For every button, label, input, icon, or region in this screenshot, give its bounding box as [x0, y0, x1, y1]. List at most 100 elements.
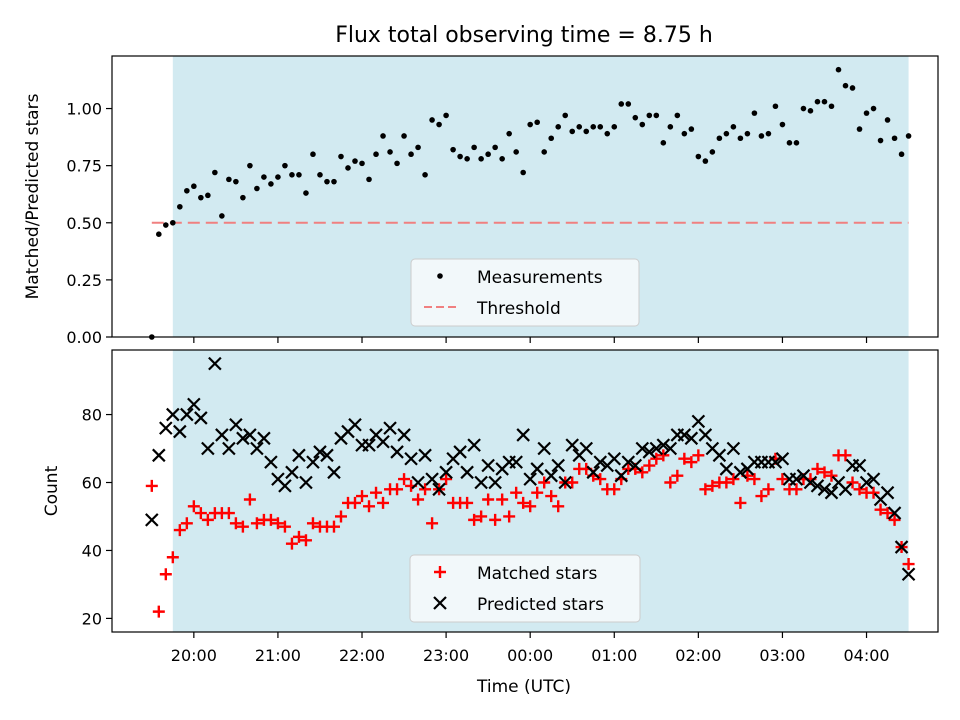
matched-star-point	[811, 462, 824, 475]
matched-star-point	[306, 517, 319, 530]
predicted-star-point	[257, 431, 271, 446]
predicted-star-point	[880, 485, 895, 500]
predicted-star-point	[299, 475, 313, 490]
measurement-point	[870, 105, 877, 112]
matched-star-point	[685, 456, 698, 469]
measurement-point	[793, 140, 800, 146]
matched-star-point	[278, 520, 291, 533]
measurement-point	[856, 126, 863, 132]
matched-star-point	[902, 558, 915, 571]
measurement-point	[758, 133, 765, 139]
matched-star-point	[608, 483, 621, 496]
predicted-star-point	[201, 441, 215, 456]
measurement-point	[898, 151, 905, 158]
matched-star-point	[222, 507, 235, 520]
matched-star-points	[145, 449, 915, 618]
measurement-point	[506, 130, 512, 137]
predicted-star-point	[320, 448, 334, 463]
matched-star-point	[349, 496, 362, 509]
matched-star-point	[496, 493, 509, 506]
matched-star-point	[299, 534, 312, 547]
measurement-point	[744, 130, 751, 137]
predicted-star-point	[859, 475, 874, 490]
matched-star-point	[776, 473, 789, 486]
y-tick-label: 1.00	[66, 100, 102, 119]
measurement-point	[499, 156, 505, 162]
predicted-star-point	[418, 448, 432, 463]
measurement-point	[233, 178, 239, 185]
predicted-star-point	[635, 441, 650, 456]
y-tick-label: 80	[82, 406, 102, 425]
predicted-star-point	[187, 397, 201, 412]
measurement-point	[653, 112, 660, 119]
predicted-star-point	[691, 414, 706, 429]
matched-star-point	[482, 493, 495, 506]
chart-title: Flux total observing time = 8.75 h	[335, 23, 713, 48]
measurement-point	[471, 144, 477, 151]
predicted-star-point	[411, 475, 425, 490]
matched-star-point	[517, 496, 530, 509]
ratio-legend: Measurements Threshold	[410, 258, 640, 327]
predicted-star-point	[292, 448, 306, 463]
measurement-point	[352, 158, 358, 164]
matched-star-point	[419, 483, 432, 496]
matched-star-point	[720, 476, 733, 489]
measurement-point	[905, 133, 912, 139]
matched-star-point	[531, 486, 544, 499]
matched-star-point	[145, 479, 158, 492]
measurement-point	[702, 158, 709, 164]
predicted-star-point	[712, 448, 727, 463]
measurement-point	[303, 190, 309, 196]
measurement-points	[149, 66, 912, 340]
measurement-point	[527, 121, 533, 128]
measurement-point	[646, 112, 653, 119]
measurement-point	[464, 156, 470, 162]
measurement-point	[534, 119, 540, 126]
matched-star-point	[271, 517, 284, 530]
predicted-star-point	[467, 438, 481, 452]
predicted-star-point	[593, 455, 608, 469]
matched-star-point	[363, 500, 376, 513]
measurement-point	[387, 149, 393, 155]
predicted-star-point	[348, 417, 362, 432]
measurement-point	[282, 162, 288, 169]
y-tick-label: 40	[82, 541, 102, 560]
matched-star-point	[412, 493, 425, 506]
matched-star-point	[853, 483, 866, 496]
matched-star-point	[370, 486, 383, 499]
measurement-point	[478, 156, 484, 162]
measurement-point	[695, 153, 702, 160]
y-tick-label: 0.50	[66, 214, 102, 233]
y-tick-label: 0.00	[66, 328, 102, 347]
predicted-star-point	[614, 468, 629, 483]
matched-star-point	[440, 473, 453, 486]
count-y-axis-label: Count	[42, 465, 62, 516]
measurement-point	[219, 213, 225, 219]
measurement-point	[562, 112, 569, 119]
predicted-star-point	[789, 472, 804, 486]
predicted-star-point	[194, 411, 208, 425]
predicted-star-point	[222, 441, 236, 456]
measurement-point	[324, 178, 330, 185]
measurement-point	[604, 130, 611, 137]
measurement-point	[443, 112, 449, 119]
matched-star-point	[377, 496, 390, 509]
matched-star-point	[264, 513, 277, 526]
count-panel-frame	[111, 349, 939, 633]
predicted-star-point	[656, 438, 671, 452]
measurement-point	[226, 176, 232, 183]
matched-star-point	[334, 510, 347, 523]
measurement-point	[891, 135, 898, 142]
measurement-point	[849, 85, 856, 91]
measurement-point	[408, 151, 414, 158]
measurement-point	[422, 171, 428, 178]
predicted-star-point	[579, 441, 594, 456]
predicted-star-point	[173, 424, 187, 439]
matched-star-point	[818, 466, 831, 479]
measurement-point	[170, 219, 176, 226]
measurement-point	[765, 130, 772, 137]
measurement-point	[436, 121, 442, 128]
matched-star-point	[881, 507, 894, 520]
matched-star-point	[356, 490, 369, 503]
ratio-panel: 0.00 0.25 0.50 0.75 1.00 Matched/Predicted s…	[23, 55, 939, 347]
